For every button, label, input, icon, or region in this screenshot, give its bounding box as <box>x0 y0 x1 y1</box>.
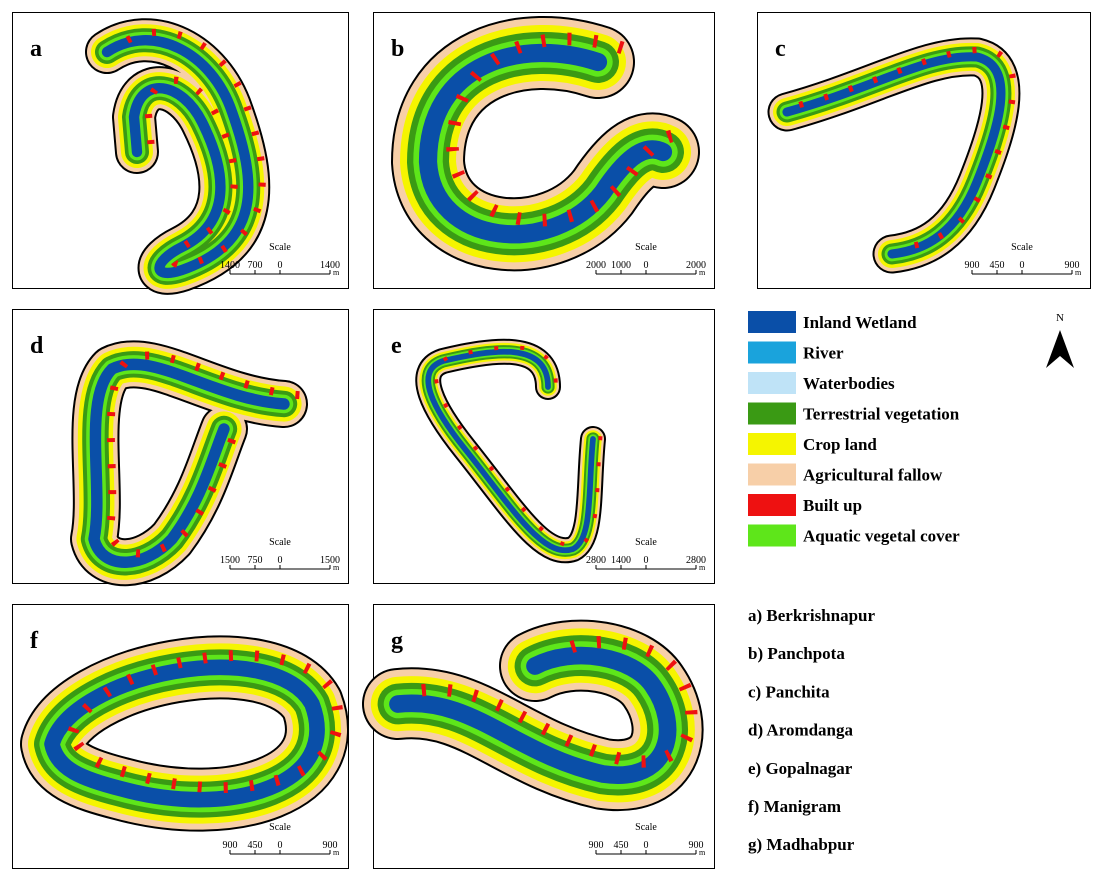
site-name: c) Panchita <box>748 682 830 701</box>
scale-title: Scale <box>1011 242 1033 253</box>
scale-unit: m <box>333 268 340 277</box>
scale-title: Scale <box>635 822 657 833</box>
panel-letter: d <box>30 333 44 359</box>
panel-letter: g <box>391 628 403 654</box>
scale-unit: m <box>333 848 340 857</box>
legend-swatch <box>748 342 796 364</box>
scale-title: Scale <box>269 822 291 833</box>
legend-label: Waterbodies <box>803 374 895 393</box>
scale-title: Scale <box>269 242 291 253</box>
site-name: d) Aromdanga <box>748 721 854 740</box>
scale-label: 900 <box>965 260 980 271</box>
legend-swatch <box>748 311 796 333</box>
scale-label: 2000 <box>586 260 606 271</box>
scale-label: 0 <box>644 840 649 851</box>
site-name: f) Manigram <box>748 797 841 816</box>
legend-label: Aquatic vegetal cover <box>803 527 960 546</box>
scale-label: 450 <box>248 840 263 851</box>
scale-label: 2800 <box>586 555 606 566</box>
legend-label: Built up <box>803 496 862 515</box>
legend-swatch <box>748 494 796 516</box>
panel-letter: e <box>391 333 402 359</box>
scale-label: 0 <box>644 260 649 271</box>
north-label: N <box>1056 312 1064 324</box>
scale-label: 1400 <box>611 555 631 566</box>
legend-swatch <box>748 372 796 394</box>
legend-label: Agricultural fallow <box>803 466 943 485</box>
scale-label: 1400 <box>220 260 240 271</box>
site-name: a) Berkrishnapur <box>748 606 875 625</box>
panel-letter: c <box>775 36 786 62</box>
scale-label: 700 <box>248 260 263 271</box>
scale-label: 1000 <box>611 260 631 271</box>
legend-swatch <box>748 433 796 455</box>
scale-unit: m <box>333 563 340 572</box>
scale-title: Scale <box>635 242 657 253</box>
panel-letter: a <box>30 36 42 62</box>
site-name: e) Gopalnagar <box>748 759 853 778</box>
site-name: g) Madhabpur <box>748 835 855 854</box>
legend-label: River <box>803 344 844 363</box>
legend-swatch <box>748 464 796 486</box>
legend-swatch <box>748 403 796 425</box>
legend-label: Inland Wetland <box>803 313 917 332</box>
panel-letter: f <box>30 628 39 654</box>
scale-label: 0 <box>1020 260 1025 271</box>
scale-unit: m <box>699 563 706 572</box>
scale-label: 0 <box>278 555 283 566</box>
legend-label: Crop land <box>803 435 877 454</box>
legend-label: Terrestrial vegetation <box>803 405 960 424</box>
scale-label: 900 <box>589 840 604 851</box>
scale-label: 750 <box>248 555 263 566</box>
scale-label: 450 <box>614 840 629 851</box>
scale-label: 0 <box>278 840 283 851</box>
north-arrow <box>1046 330 1074 368</box>
scale-unit: m <box>1075 268 1082 277</box>
scale-title: Scale <box>635 537 657 548</box>
legend-swatch <box>748 525 796 547</box>
scale-label: 0 <box>644 555 649 566</box>
scale-unit: m <box>699 268 706 277</box>
scale-unit: m <box>699 848 706 857</box>
scale-label: 1500 <box>220 555 240 566</box>
scale-label: 0 <box>278 260 283 271</box>
site-name: b) Panchpota <box>748 644 845 663</box>
scale-label: 900 <box>223 840 238 851</box>
scale-title: Scale <box>269 537 291 548</box>
figure: aScale140070001400mbScale2000100002000mc… <box>0 0 1094 872</box>
panel-letter: b <box>391 36 404 62</box>
scale-label: 450 <box>990 260 1005 271</box>
